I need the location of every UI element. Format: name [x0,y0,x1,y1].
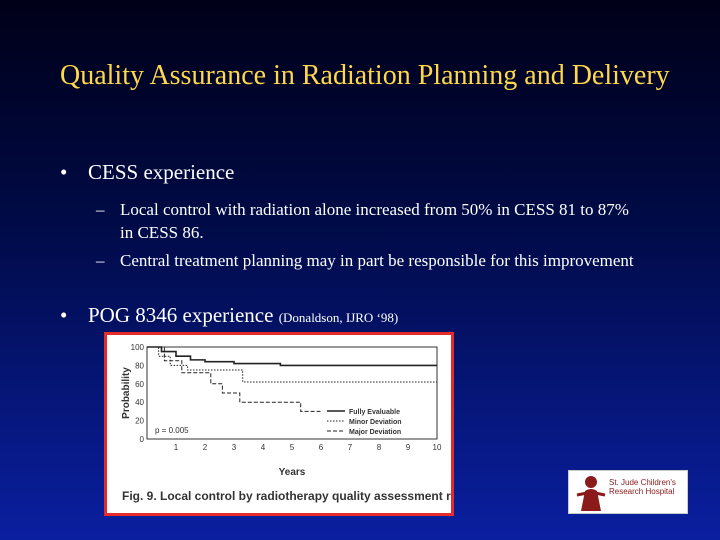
series-line-0 [147,346,437,367]
legend-label: Major Deviation [349,429,401,436]
plot-frame [146,346,438,440]
x-tick-label: 1 [174,443,179,452]
x-tick-label: 7 [348,443,353,452]
logo-text: St. Jude Children's Research Hospital [609,478,676,496]
bullet-text: CESS experience [88,160,235,184]
x-tick-label: 4 [261,443,266,452]
y-tick-label: 0 [140,435,145,444]
y-tick-label: 40 [135,398,144,407]
series-line-1 [147,346,437,383]
figure-caption: Fig. 9. Local control by radiotherapy qu… [122,489,454,503]
sub-bullet-text: Central treatment planning may in part b… [120,251,634,270]
series-lines [147,346,437,412]
citation: (Donaldson, IJRO ‘98) [278,310,399,325]
axis-ticks: 1 2 3 4 5 6 7 8 9 10 100 80 60 40 20 0 [131,343,442,452]
sub-bullet-text: Local control with radiation alone incre… [120,200,629,242]
x-tick-label: 8 [377,443,382,452]
bullet-text: POG 8346 experience [88,303,274,327]
figure-frame: Probability Years p = 0.005 1 2 3 4 5 6 7 8 9 10 1… [104,332,454,516]
slide-title: Quality Assurance in Radiation Planning … [60,60,670,91]
x-tick-label: 6 [319,443,324,452]
series-line-2 [147,346,321,412]
hospital-logo: St. Jude Children's Research Hospital [568,470,688,514]
x-tick-label: 3 [232,443,237,452]
x-tick-label: 9 [406,443,411,452]
sub-bullet-marker: – [96,251,105,270]
legend-label: Fully Evaluable [349,409,400,416]
x-tick-label: 10 [433,443,442,452]
legend: Fully Evaluable Minor Deviation Major Devi… [327,409,402,436]
legend-label: Minor Deviation [349,419,402,426]
bullet-marker: • [60,160,68,184]
y-tick-label: 100 [131,343,145,352]
y-tick-label: 20 [135,417,144,426]
bullet-marker: • [60,303,68,327]
sub-bullet-marker: – [96,200,105,219]
y-tick-label: 60 [135,380,144,389]
p-value-annotation: p = 0.005 [155,426,189,435]
survival-chart: Probability Years p = 0.005 1 2 3 4 5 6 7 8 9 101… [121,343,442,478]
x-tick-label: 2 [203,443,208,452]
y-tick-label: 80 [135,361,144,370]
x-axis-label: Years [279,467,306,478]
y-axis-label: Probability [121,367,132,419]
st-jude-child-icon [576,476,606,511]
x-tick-label: 5 [290,443,295,452]
